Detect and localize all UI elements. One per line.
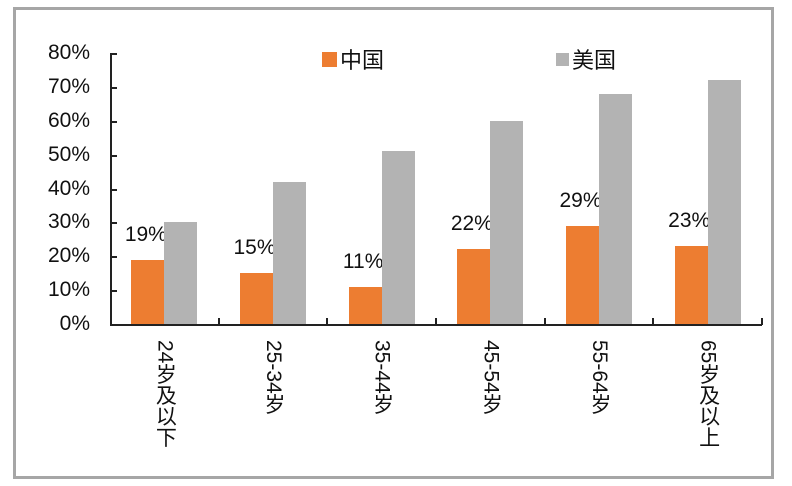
x-tick [652,318,655,325]
bar-china [348,286,382,324]
x-tick [435,318,437,325]
legend-label-usa: 美国 [572,48,617,73]
legend-item-china: 中国 [322,43,384,75]
x-axis [110,324,762,326]
bar-china [674,246,708,324]
legend-label-china: 中国 [340,48,385,73]
y-tick [110,53,117,55]
x-tick [543,318,546,325]
bar-usa [490,120,524,324]
x-category-label: 55-64岁 [588,340,611,415]
y-tick-label: 0% [59,312,90,335]
y-tick [110,324,117,326]
y-tick-label: 50% [47,142,90,166]
x-tick [217,318,220,325]
bar-china [240,273,273,324]
data-label: 29% [559,188,602,212]
y-tick [110,290,117,293]
bar-usa [707,80,741,324]
bar-usa [599,93,632,324]
y-tick [110,188,117,191]
bar-usa [164,222,198,324]
y-tick [110,86,117,89]
y-tick-label: 20% [47,244,90,268]
x-category-label: 45-54岁 [479,340,503,415]
data-label: 11% [342,249,384,273]
y-tick-label: 40% [47,176,90,200]
y-tick [110,120,117,123]
x-tick [326,318,329,325]
y-tick-label: 60% [47,108,90,132]
legend-swatch-china [322,51,337,67]
y-tick-label: 80% [47,41,90,64]
data-label: 19% [124,222,167,246]
x-category-label: 25-34岁 [262,340,285,415]
legend-swatch-usa [556,52,569,66]
bar-usa [273,181,306,324]
x-category-label: 24岁及以下 [153,340,177,448]
data-label: 22% [450,212,493,236]
x-category-label: 35-44岁 [370,340,394,415]
bar-china [566,225,599,324]
bar-china [131,259,165,324]
y-tick [110,256,117,259]
y-tick-label: 10% [47,278,90,302]
y-tick-label: 70% [47,74,90,98]
y-tick [110,222,117,225]
legend-item-usa: 美国 [556,43,616,75]
data-label: 23% [668,209,711,233]
bar-usa [381,151,415,324]
bar-china [457,249,491,324]
y-tick-label: 30% [47,210,90,234]
x-tick [761,318,763,325]
y-tick [110,154,117,157]
data-label: 15% [233,236,276,260]
x-category-label: 65岁及以上 [696,340,720,448]
